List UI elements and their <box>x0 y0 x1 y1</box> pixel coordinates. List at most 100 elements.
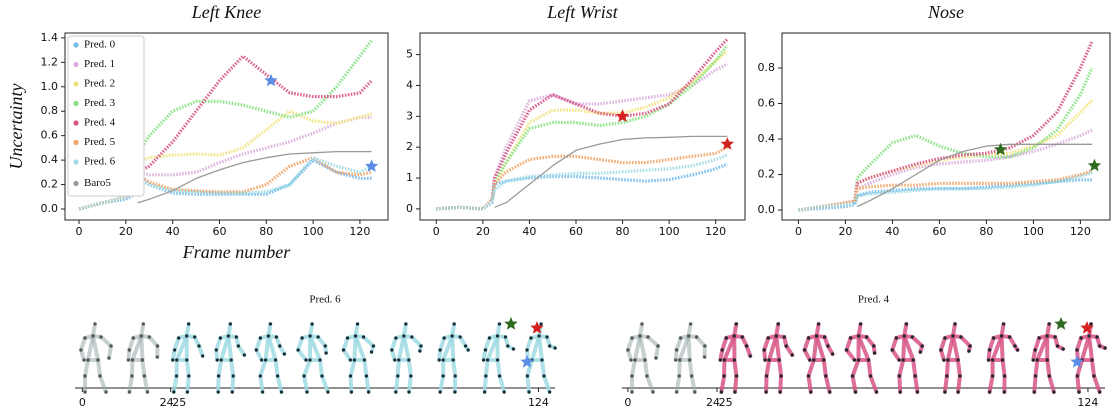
pose-bone <box>687 358 694 378</box>
pose-joint <box>784 344 788 348</box>
pose-joint <box>1098 390 1102 394</box>
pose-star <box>1080 321 1094 334</box>
pose-joint <box>852 358 857 362</box>
pose-joint <box>688 358 692 362</box>
pose-joint <box>856 358 861 362</box>
pose-joint <box>155 344 160 348</box>
pose-joint <box>943 390 947 394</box>
pose-bone <box>348 374 354 394</box>
pose-joint <box>326 390 330 394</box>
pose-joint <box>355 322 360 326</box>
pose-bone <box>341 336 350 352</box>
pose-joint <box>466 348 470 352</box>
pose-joint <box>397 358 401 362</box>
pose-joint <box>1033 374 1038 378</box>
pose-joint <box>774 334 778 338</box>
pose-joint <box>82 358 86 362</box>
baseline-line <box>494 135 728 208</box>
pose-joint <box>258 336 262 340</box>
pose-joint <box>1045 334 1049 338</box>
pose-bone <box>139 322 146 338</box>
pose-bone <box>197 344 205 358</box>
pose-bone <box>308 322 315 338</box>
pose-bone <box>784 344 795 357</box>
pose-joint <box>486 358 490 362</box>
pose-joint <box>308 334 312 338</box>
pose-joint <box>98 374 102 378</box>
pose-bone <box>185 374 191 394</box>
pose-joint <box>999 334 1004 338</box>
pose-joint <box>278 344 282 348</box>
pose-bone <box>216 358 224 378</box>
pose-joint <box>418 349 422 353</box>
pose-joint <box>453 390 457 394</box>
pose-joint <box>897 358 901 362</box>
pose-joint <box>147 335 151 339</box>
pose-joint <box>643 358 647 362</box>
pose-bone <box>230 374 236 394</box>
pose-joint <box>1037 336 1041 340</box>
pose-joint <box>828 390 832 394</box>
pose-joint <box>633 358 637 362</box>
pose-joint <box>958 374 962 378</box>
pose-joint <box>959 335 963 339</box>
x-tick-label: 124 <box>528 396 549 409</box>
series-line <box>436 44 729 211</box>
pose-joint <box>1092 374 1096 378</box>
pose-joint <box>675 390 679 394</box>
pose-bone <box>638 334 647 362</box>
pose-joint <box>155 355 159 359</box>
pose-joint <box>498 374 502 378</box>
x-axis-label: Frame number <box>182 242 291 262</box>
pose-star <box>1070 355 1084 368</box>
series-line <box>436 38 729 211</box>
pose-joint <box>1052 390 1056 394</box>
x-tick-label: 0 <box>624 396 631 409</box>
pose-bone <box>890 336 899 352</box>
pose-joint <box>656 344 660 348</box>
pose-bone <box>638 322 644 338</box>
pose-bone <box>732 322 739 338</box>
pose-star <box>530 321 544 334</box>
pose-joint <box>853 390 858 394</box>
pose-bone <box>170 348 177 362</box>
pose-star <box>520 355 534 368</box>
pose-joint <box>409 374 413 378</box>
legend-swatch <box>73 42 79 48</box>
pose-bone <box>673 348 679 362</box>
pose-joint <box>93 322 97 326</box>
pose-bone <box>1090 358 1096 378</box>
pose-joint <box>441 374 445 378</box>
pose-bone <box>645 374 655 394</box>
pose-joint <box>174 374 179 378</box>
pose-joint <box>361 335 366 339</box>
pose-joint <box>96 358 100 362</box>
pose-joint <box>393 358 397 362</box>
pose-joint <box>83 374 87 378</box>
series-line <box>436 162 728 211</box>
pose-bone <box>850 358 861 378</box>
pose-bone <box>944 358 950 378</box>
y-tick-label: 0.2 <box>41 178 59 191</box>
x-tick-label: 24 <box>706 396 720 409</box>
pose-joint <box>693 390 697 394</box>
pose-joint <box>898 390 902 394</box>
pose-bone <box>406 358 413 378</box>
pose-bone <box>654 344 660 360</box>
pose-bone <box>764 358 772 378</box>
pose-joint <box>268 322 272 326</box>
pose-joint <box>1075 374 1079 378</box>
pose-bone <box>806 374 813 394</box>
pose-bone <box>407 374 413 394</box>
pose-bone <box>844 336 853 352</box>
pose-bone <box>897 358 906 378</box>
y-tick-label: 0.8 <box>41 104 59 117</box>
pose-joint <box>187 322 191 326</box>
pose-joint <box>910 335 914 339</box>
x-tick-label: 60 <box>569 225 583 238</box>
pose-joint <box>215 358 219 362</box>
pose-bone <box>999 322 1006 338</box>
pose-bone <box>495 322 502 338</box>
pose-joint <box>371 344 375 348</box>
series-line <box>798 98 1094 212</box>
